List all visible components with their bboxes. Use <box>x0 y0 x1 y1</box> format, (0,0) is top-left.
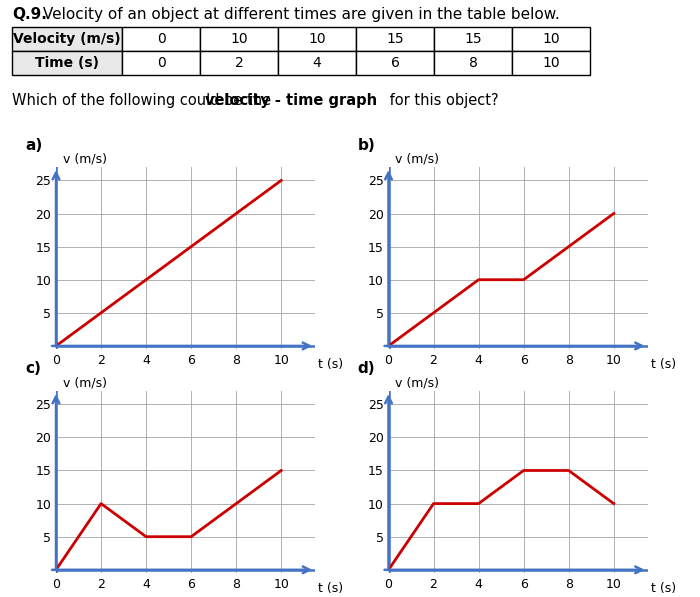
Text: t (s): t (s) <box>651 358 676 371</box>
Bar <box>12 51 122 75</box>
Text: velocity - time graph: velocity - time graph <box>205 93 377 108</box>
Bar <box>434 51 512 75</box>
Text: d): d) <box>358 361 375 377</box>
Text: Q.9.: Q.9. <box>12 7 47 22</box>
Text: v (m/s): v (m/s) <box>395 376 440 389</box>
Text: Which of the following could be the: Which of the following could be the <box>12 93 276 108</box>
Text: 10: 10 <box>542 56 560 70</box>
Text: 10: 10 <box>542 32 560 46</box>
Bar <box>512 27 590 51</box>
Text: for this object?: for this object? <box>385 93 498 108</box>
Text: a): a) <box>25 137 42 153</box>
Text: v (m/s): v (m/s) <box>395 152 440 165</box>
Text: c): c) <box>25 361 41 377</box>
Text: 6: 6 <box>391 56 400 70</box>
Text: Velocity of an object at different times are given in the table below.: Velocity of an object at different times… <box>38 7 560 22</box>
Text: 8: 8 <box>468 56 477 70</box>
Bar <box>356 51 434 75</box>
Text: 10: 10 <box>230 32 248 46</box>
Bar <box>200 51 278 75</box>
Bar <box>200 27 278 51</box>
Text: 10: 10 <box>308 32 326 46</box>
Bar <box>122 51 200 75</box>
Text: t (s): t (s) <box>651 581 676 595</box>
Text: b): b) <box>358 137 375 153</box>
Bar <box>278 51 356 75</box>
Text: v (m/s): v (m/s) <box>63 376 107 389</box>
Text: 0: 0 <box>157 32 165 46</box>
Text: 15: 15 <box>386 32 404 46</box>
Text: 0: 0 <box>157 56 165 70</box>
Text: t (s): t (s) <box>318 581 344 595</box>
Bar <box>434 27 512 51</box>
Text: 4: 4 <box>313 56 321 70</box>
Text: 15: 15 <box>464 32 482 46</box>
Bar <box>12 27 122 51</box>
Text: t (s): t (s) <box>318 358 344 371</box>
Text: v (m/s): v (m/s) <box>63 152 107 165</box>
Text: Velocity (m/s): Velocity (m/s) <box>13 32 121 46</box>
Bar <box>356 27 434 51</box>
Bar <box>512 51 590 75</box>
Text: 2: 2 <box>234 56 244 70</box>
Bar <box>122 27 200 51</box>
Text: Time (s): Time (s) <box>35 56 99 70</box>
Bar <box>278 27 356 51</box>
